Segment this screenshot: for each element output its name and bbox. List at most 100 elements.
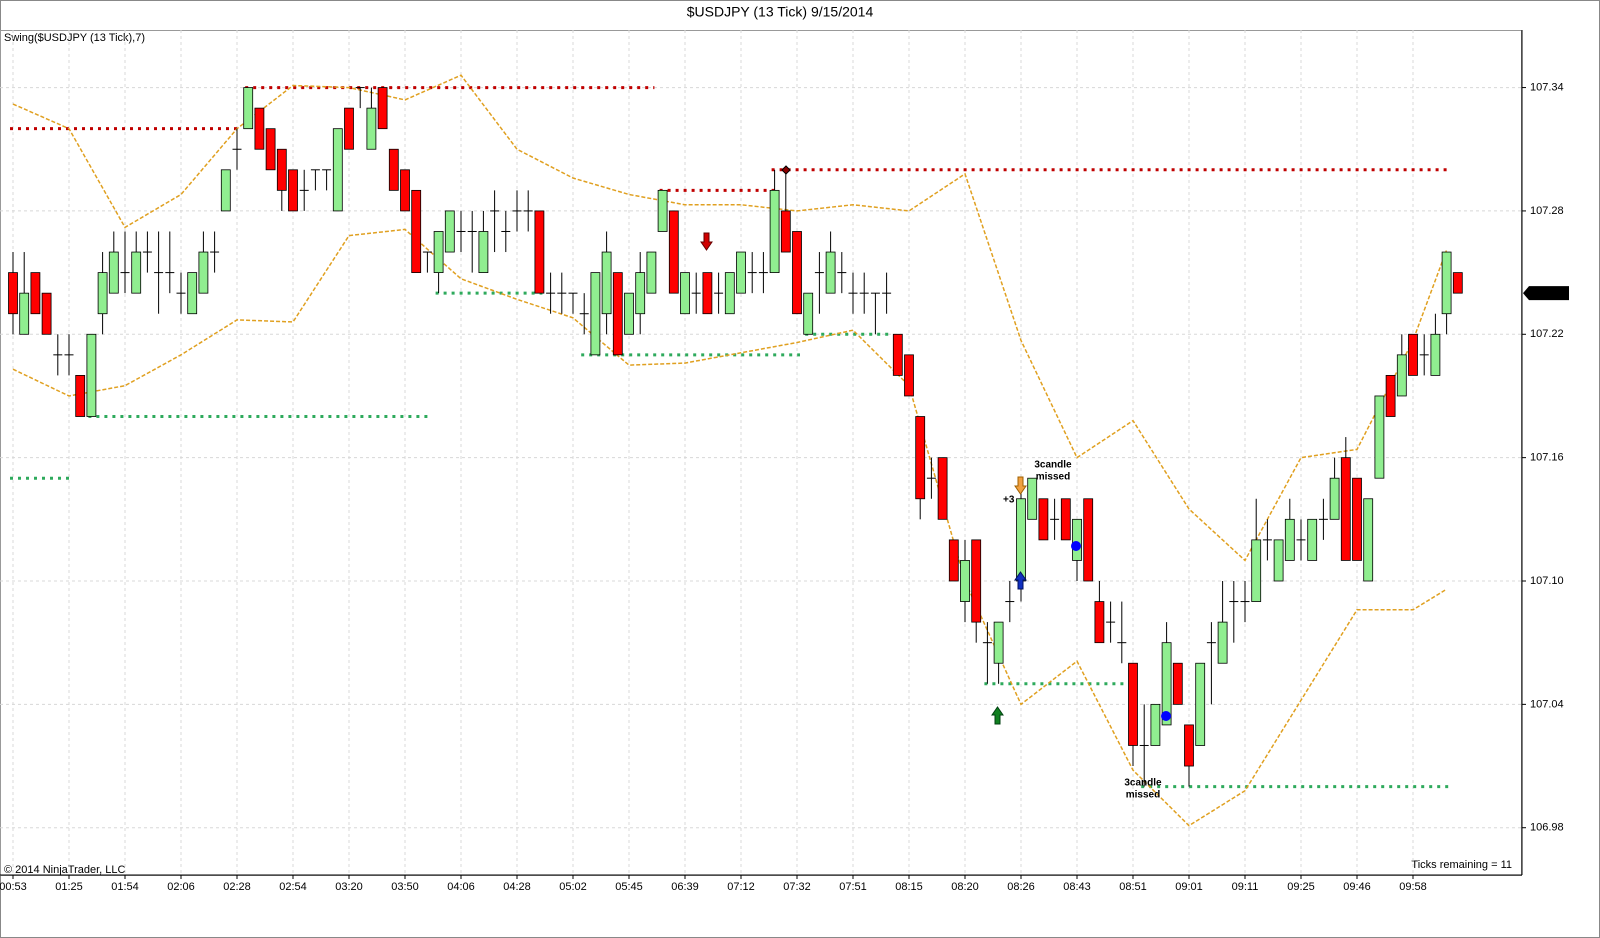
candle-body: [131, 251, 142, 294]
x-tick-label: 07:12: [727, 881, 755, 893]
candle-body: [1441, 251, 1452, 315]
candle-body: [1374, 395, 1385, 479]
candle-body: [444, 210, 455, 253]
candle-body: [948, 539, 959, 582]
candle-body: [736, 251, 746, 294]
candle-body: [1184, 724, 1194, 767]
buy-arrow: [1014, 571, 1027, 590]
candle-body: [1016, 498, 1026, 582]
buy-arrow: [991, 706, 1004, 725]
x-tick-label: 08:43: [1063, 881, 1091, 893]
candle-body: [1083, 498, 1094, 582]
candle-body: [1150, 703, 1161, 746]
x-tick-label: 00:53: [0, 881, 27, 893]
x-tick-label: 02:06: [167, 881, 195, 893]
x-tick-label: 05:02: [559, 881, 587, 893]
x-tick-label: 09:25: [1287, 881, 1315, 893]
candle-body: [1172, 662, 1183, 705]
candle-body: [288, 169, 298, 212]
candle-body: [915, 416, 926, 500]
signal-dot: [1161, 711, 1171, 721]
candle-body: [75, 375, 86, 417]
x-tick-label: 09:11: [1232, 881, 1259, 893]
annotation: missed: [1036, 472, 1070, 483]
x-tick-label: 03:50: [391, 881, 419, 893]
candle-body: [1217, 621, 1228, 664]
copyright: © 2014 NinjaTrader, LLC: [4, 864, 125, 876]
diamond-marker: [781, 165, 791, 175]
last-price-label: 107.24: [1533, 287, 1567, 299]
candle-body: [937, 457, 948, 520]
candle-body: [803, 292, 814, 335]
candle-body: [1060, 498, 1071, 541]
candle-body: [377, 87, 388, 130]
candle-body: [344, 107, 354, 150]
candle-body: [433, 231, 444, 274]
annotation: 3candle: [1034, 460, 1072, 471]
candle-body: [276, 148, 287, 191]
signals: [700, 165, 1171, 725]
chart-title: $USDJPY (13 Tick) 9/15/2014: [687, 4, 874, 20]
sell-arrow: [1014, 476, 1027, 495]
x-tick-label: 07:32: [783, 881, 811, 893]
candle-body: [19, 292, 30, 335]
x-tick-label: 09:46: [1343, 881, 1371, 893]
candle-body: [1038, 498, 1049, 541]
y-tick-label: 107.22: [1530, 328, 1564, 340]
y-tick-label: 107.10: [1530, 575, 1564, 587]
candle-body: [1027, 477, 1038, 520]
candle-body: [1161, 642, 1172, 726]
y-tick-label: 107.34: [1530, 81, 1564, 93]
candle-body: [702, 272, 713, 315]
candle-body: [1352, 477, 1362, 561]
candle-body: [1273, 539, 1284, 582]
annotation: +3: [1003, 495, 1015, 506]
candle-body: [724, 272, 735, 315]
candle-body: [1329, 477, 1340, 520]
x-tick-label: 08:15: [895, 881, 923, 893]
candle-body: [400, 169, 410, 212]
candle-body: [1452, 272, 1463, 294]
candle-body: [635, 272, 646, 315]
candle-body: [411, 189, 422, 274]
candle-body: [1385, 375, 1396, 417]
annotation: missed: [1126, 790, 1160, 801]
x-tick-label: 08:51: [1119, 881, 1147, 893]
candle-body: [86, 333, 97, 417]
candles: [8, 87, 1463, 787]
candle-body: [198, 251, 209, 294]
candle-body: [904, 354, 914, 397]
candle-body: [534, 210, 545, 294]
candle-body: [220, 169, 231, 212]
candle-body: [825, 251, 836, 294]
candle-body: [892, 333, 903, 376]
x-tick-label: 08:26: [1007, 881, 1035, 893]
candle-body: [1430, 333, 1441, 376]
x-tick-label: 07:51: [839, 881, 867, 893]
annotation: 3candle: [1124, 778, 1162, 789]
candle-body: [265, 128, 276, 171]
candle-body: [960, 560, 970, 602]
x-tick-label: 02:54: [279, 881, 307, 893]
x-tick-label: 06:39: [671, 881, 699, 893]
candle-body: [1128, 662, 1138, 746]
candle-body: [1396, 354, 1407, 397]
candle-body: [668, 210, 679, 294]
candle-body: [780, 210, 791, 253]
candle-body: [624, 292, 634, 335]
x-tick-label: 08:20: [951, 881, 979, 893]
candle-body: [1307, 518, 1318, 561]
sell-arrow: [700, 232, 713, 251]
y-tick-label: 106.98: [1530, 822, 1564, 834]
candle-body: [993, 621, 1004, 664]
indicator-label: Swing($USDJPY (13 Tick),7): [4, 32, 145, 44]
candle-body: [1094, 601, 1105, 644]
y-tick-label: 107.28: [1530, 205, 1564, 217]
signal-dot: [1071, 541, 1081, 551]
candle-body: [601, 251, 612, 315]
ticks-remaining: Ticks remaining = 11: [1411, 859, 1512, 871]
candle-body: [243, 87, 254, 130]
